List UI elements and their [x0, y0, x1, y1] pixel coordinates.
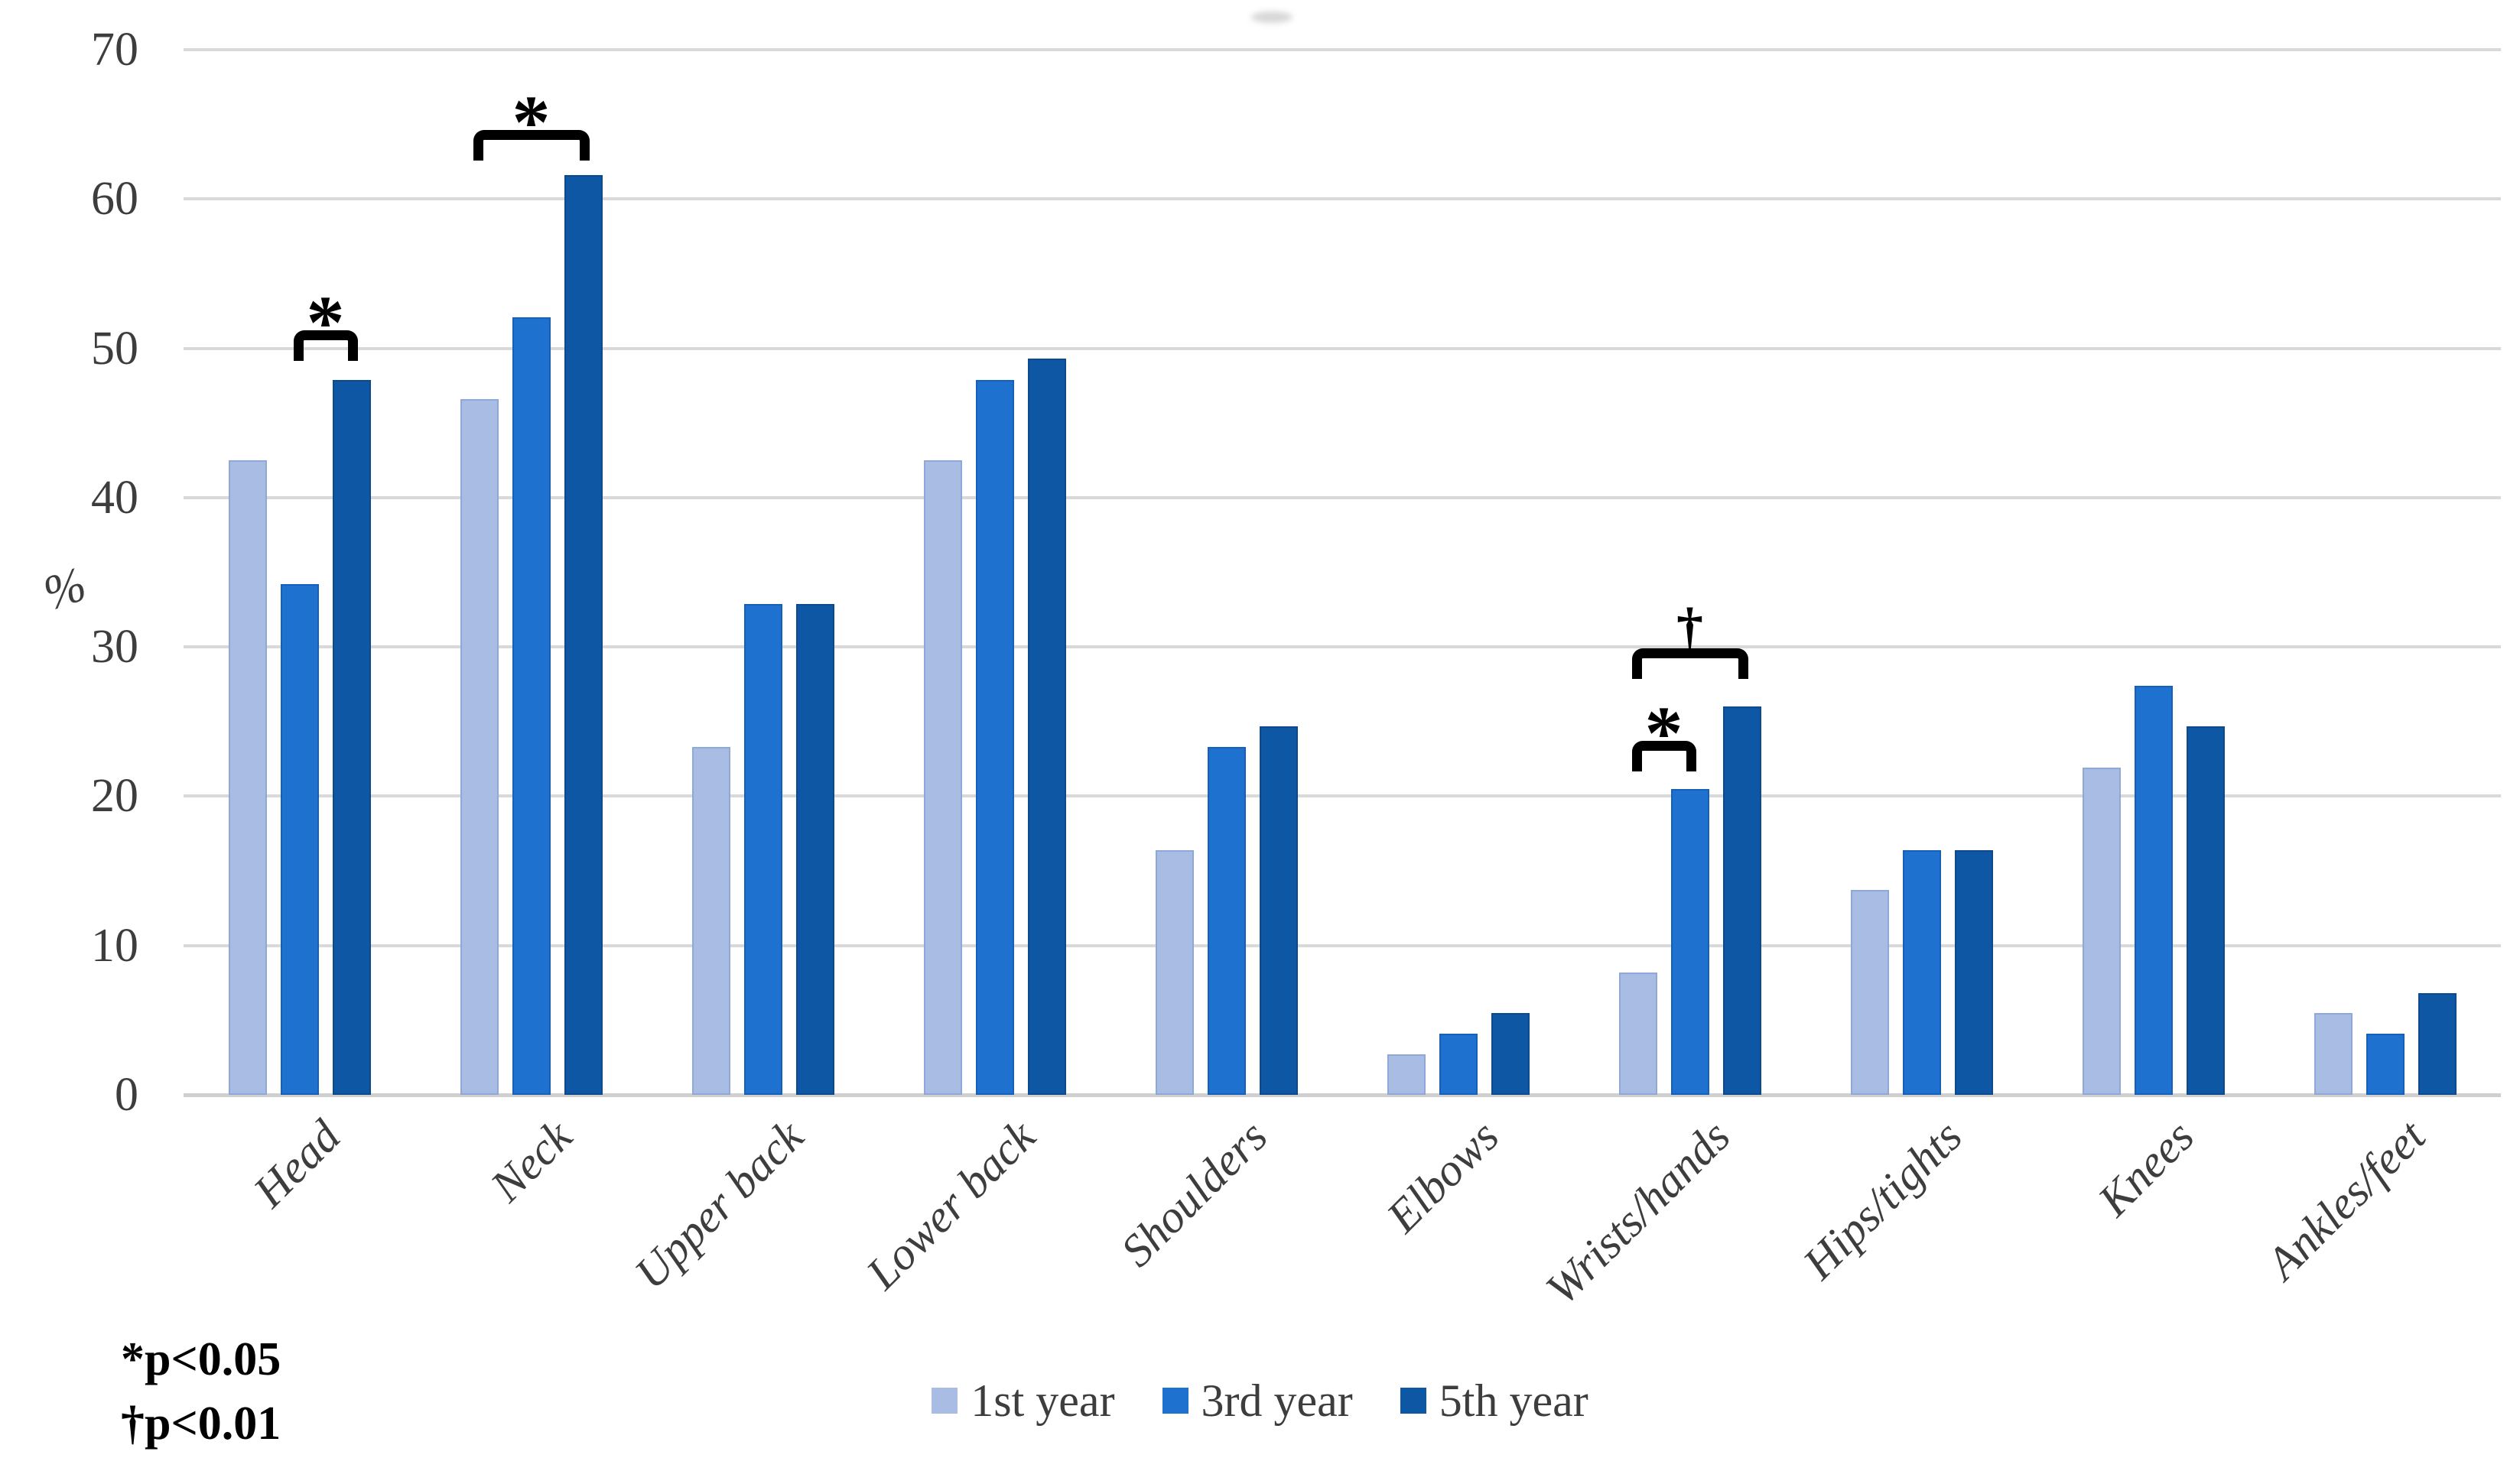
bar-hips-tights-5th-year: [1954, 849, 1993, 1095]
legend-swatch-3rd-year: [1162, 1388, 1188, 1414]
y-tick-label-60: 60: [91, 173, 138, 226]
bar-head-1st-year: [228, 460, 267, 1095]
legend-swatch-1st-year: [932, 1388, 958, 1414]
asterisk-symbol-head: *: [306, 280, 345, 365]
x-label-lower-back: Lower back: [857, 1110, 1045, 1299]
asterisk-symbol-neck: *: [512, 80, 551, 165]
bar-ankles-feet-3rd-year: [2366, 1033, 2405, 1095]
gridline-30: [184, 645, 2501, 649]
bar-head-5th-year: [332, 379, 371, 1095]
bar-wrists-hands-3rd-year: [1670, 788, 1709, 1095]
bar-knees-1st-year: [2082, 768, 2121, 1095]
bar-lower-back-1st-year: [923, 460, 962, 1095]
footnote-p-001: †p<0.01: [121, 1398, 281, 1450]
y-axis-title-percent: %: [37, 556, 93, 621]
bar-elbows-1st-year: [1387, 1054, 1426, 1095]
x-label-upper-back: Upper back: [625, 1110, 813, 1299]
gridline-50: [184, 346, 2501, 350]
y-tick-label-40: 40: [91, 471, 138, 524]
asterisk-symbol-wrists-hands: *: [1644, 690, 1683, 776]
bar-knees-3rd-year: [2134, 685, 2173, 1095]
bar-shoulders-3rd-year: [1207, 746, 1246, 1095]
bar-neck-1st-year: [460, 398, 499, 1095]
bar-wrists-hands-1st-year: [1618, 972, 1657, 1095]
bar-shoulders-1st-year: [1155, 849, 1194, 1095]
bar-upper-back-5th-year: [795, 603, 834, 1095]
bar-ankles-feet-1st-year: [2314, 1012, 2353, 1095]
legend-label-5th-year: 5th year: [1439, 1375, 1588, 1426]
gridline-0: [184, 1093, 2501, 1097]
legend: 1st year 3rd year 5th year: [0, 1378, 2520, 1424]
y-tick-label-70: 70: [91, 24, 138, 76]
bar-upper-back-3rd-year: [743, 603, 782, 1095]
scan-artifact-smudge: [1251, 11, 1293, 23]
bar-elbows-5th-year: [1491, 1012, 1530, 1095]
legend-item-5th-year: 5th year: [1400, 1378, 1588, 1424]
legend-label-3rd-year: 3rd year: [1201, 1375, 1353, 1426]
legend-swatch-5th-year: [1400, 1388, 1426, 1414]
footnotes: *p<0.05 †p<0.01: [121, 1327, 281, 1456]
gridline-20: [184, 794, 2501, 798]
x-label-ankles-feet: Ankles/feet: [2257, 1110, 2435, 1289]
dagger-symbol-wrists-hands: †: [1676, 598, 1703, 658]
gridline-60: [184, 197, 2501, 201]
y-tick-label-20: 20: [91, 770, 138, 823]
x-label-elbows: Elbows: [1377, 1110, 1508, 1242]
x-label-wrists-hands: Wrists/hands: [1536, 1110, 1740, 1314]
bar-knees-5th-year: [2186, 726, 2225, 1095]
x-label-head: Head: [243, 1110, 350, 1217]
y-tick-label-0: 0: [115, 1069, 138, 1121]
y-tick-label-30: 30: [91, 621, 138, 674]
y-tick-label-10: 10: [91, 919, 138, 972]
gridline-10: [184, 943, 2501, 947]
legend-item-1st-year: 1st year: [932, 1375, 1115, 1426]
bar-upper-back-1st-year: [691, 746, 730, 1095]
bar-hips-tights-1st-year: [1850, 890, 1889, 1095]
bar-neck-5th-year: [564, 175, 603, 1095]
footnote-p-005: *p<0.05: [121, 1333, 281, 1385]
bar-lower-back-5th-year: [1027, 359, 1066, 1095]
y-tick-label-50: 50: [91, 322, 138, 375]
bar-wrists-hands-5th-year: [1722, 706, 1761, 1095]
x-label-hips-tights: Hips/tights: [1793, 1110, 1972, 1289]
legend-item-3rd-year: 3rd year: [1162, 1378, 1353, 1424]
x-label-knees: Knees: [2088, 1110, 2203, 1226]
bar-head-3rd-year: [280, 584, 319, 1095]
bar-lower-back-3rd-year: [975, 379, 1014, 1095]
sig-bracket-head-0: [293, 330, 358, 362]
gridline-40: [184, 495, 2501, 499]
sig-bracket-wrists-hands-2: [1631, 741, 1696, 772]
bar-hips-tights-3rd-year: [1902, 849, 1941, 1095]
x-label-shoulders: Shoulders: [1110, 1110, 1276, 1277]
bar-elbows-3rd-year: [1439, 1033, 1478, 1095]
bar-shoulders-5th-year: [1259, 726, 1298, 1095]
gridline-70: [184, 48, 2501, 51]
bar-neck-3rd-year: [512, 317, 551, 1095]
sig-bracket-wrists-hands-3: [1631, 648, 1748, 680]
legend-label-1st-year: 1st year: [971, 1375, 1115, 1426]
x-label-neck: Neck: [480, 1110, 581, 1212]
sig-bracket-neck-1: [473, 130, 590, 161]
bar-ankles-feet-5th-year: [2418, 993, 2457, 1095]
